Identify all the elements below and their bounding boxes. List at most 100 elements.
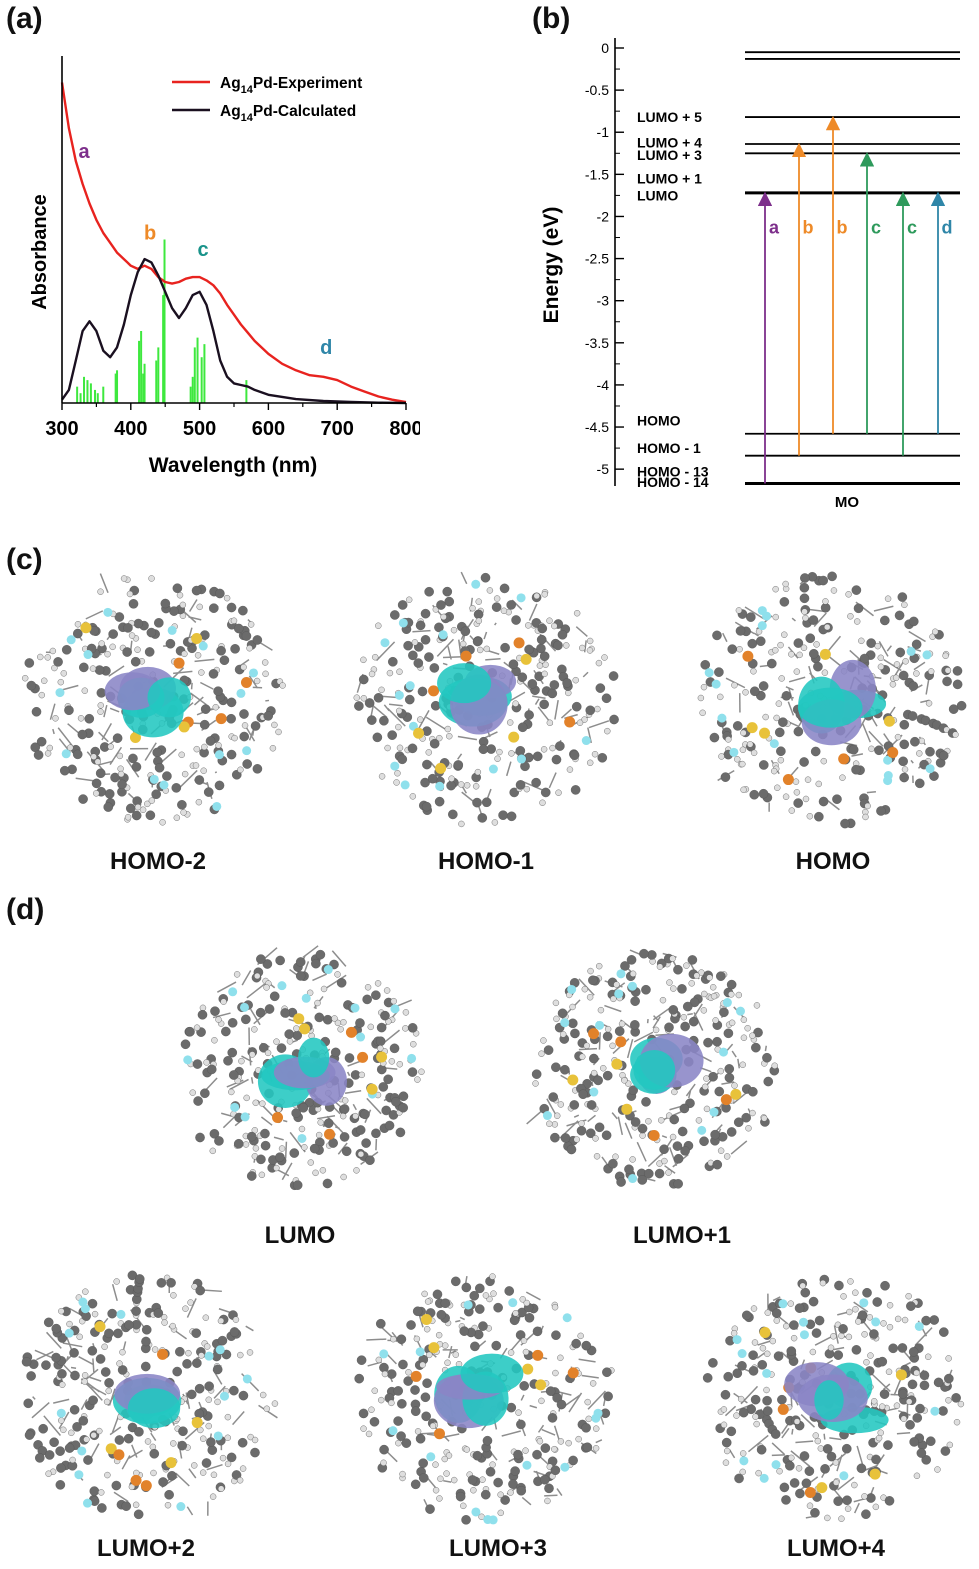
bond bbox=[387, 707, 406, 727]
phosphorus-atom bbox=[410, 1370, 422, 1382]
fluorine-atom bbox=[198, 641, 208, 651]
carbon-atom bbox=[914, 778, 925, 789]
carbon-atom bbox=[361, 1138, 371, 1148]
hydrogen-atom bbox=[246, 1349, 254, 1356]
level-label: LUMO + 5 bbox=[637, 109, 702, 125]
bond bbox=[771, 1442, 785, 1455]
fluorine-atom bbox=[388, 1426, 398, 1436]
hydrogen-atom bbox=[144, 1438, 152, 1445]
hydrogen-atom bbox=[249, 1051, 256, 1058]
carbon-atom bbox=[712, 630, 722, 641]
hydrogen-atom bbox=[519, 1296, 526, 1303]
phosphorus-atom bbox=[564, 716, 576, 728]
carbon-atom bbox=[757, 1359, 768, 1370]
bond bbox=[591, 1081, 594, 1087]
carbon-atom bbox=[748, 1086, 758, 1097]
carbon-atom bbox=[515, 780, 526, 790]
hydrogen-atom bbox=[827, 1344, 835, 1351]
hydrogen-atom bbox=[231, 734, 238, 742]
fluorine-atom bbox=[717, 713, 727, 723]
carbon-atom bbox=[123, 1433, 134, 1444]
carbon-atom bbox=[422, 1378, 432, 1388]
hydrogen-atom bbox=[830, 587, 838, 594]
carbon-atom bbox=[480, 572, 491, 583]
hydrogen-atom bbox=[507, 1349, 515, 1356]
transition-label: d bbox=[942, 217, 953, 237]
hydrogen-atom bbox=[744, 1025, 751, 1032]
transition-label: a bbox=[769, 217, 780, 237]
molecule-structure bbox=[180, 945, 425, 1191]
hydrogen-atom bbox=[251, 1026, 258, 1033]
carbon-atom bbox=[472, 797, 482, 808]
carbon-atom bbox=[820, 1464, 830, 1474]
carbon-atom bbox=[910, 736, 920, 747]
fluorine-atom bbox=[798, 1317, 808, 1327]
carbon-atom bbox=[669, 1114, 680, 1125]
carbon-atom bbox=[925, 746, 935, 757]
hydrogen-atom bbox=[717, 1147, 725, 1154]
bond bbox=[837, 1476, 855, 1491]
bond bbox=[833, 1325, 839, 1344]
hydrogen-atom bbox=[770, 767, 778, 775]
carbon-atom bbox=[883, 1440, 893, 1450]
bond bbox=[245, 1325, 254, 1332]
hydrogen-atom bbox=[181, 650, 188, 658]
bond bbox=[57, 727, 74, 747]
bond bbox=[334, 1126, 340, 1130]
fluorine-atom bbox=[737, 1349, 747, 1359]
hydrogen-atom bbox=[699, 709, 706, 717]
carbon-atom bbox=[952, 679, 963, 690]
hydrogen-atom bbox=[390, 997, 397, 1005]
hydrogen-atom bbox=[314, 999, 321, 1007]
carbon-atom bbox=[566, 1144, 577, 1155]
hydrogen-atom bbox=[753, 1420, 760, 1428]
hydrogen-atom bbox=[806, 1502, 814, 1509]
hydrogen-atom bbox=[863, 1359, 870, 1366]
carbon-atom bbox=[551, 754, 562, 765]
carbon-atom bbox=[578, 1089, 588, 1100]
carbon-atom bbox=[72, 628, 83, 639]
hydrogen-atom bbox=[414, 1076, 421, 1083]
carbon-atom bbox=[206, 1437, 216, 1447]
bond bbox=[813, 612, 827, 627]
carbon-atom bbox=[396, 1431, 406, 1441]
fluorine-atom bbox=[66, 635, 76, 645]
fluorine-atom bbox=[718, 1047, 728, 1057]
carbon-atom bbox=[719, 1007, 729, 1018]
y-tick-label: -2.5 bbox=[585, 251, 609, 267]
bond bbox=[92, 1358, 95, 1373]
carbon-atom bbox=[379, 715, 389, 726]
bond bbox=[823, 1433, 826, 1440]
carbon-atom bbox=[21, 1357, 32, 1367]
hydrogen-atom bbox=[97, 588, 104, 595]
hydrogen-atom bbox=[237, 1351, 244, 1359]
hydrogen-atom bbox=[148, 797, 156, 804]
fluorine-atom bbox=[906, 646, 916, 656]
bond bbox=[457, 753, 463, 760]
hydrogen-atom bbox=[230, 617, 238, 624]
bond bbox=[721, 1081, 735, 1085]
carbon-atom bbox=[560, 1064, 570, 1075]
carbon-atom bbox=[396, 1334, 407, 1345]
bond bbox=[730, 1140, 748, 1155]
hydrogen-atom bbox=[886, 1302, 894, 1309]
carbon-atom bbox=[897, 1343, 908, 1353]
phosphorus-atom bbox=[240, 677, 252, 689]
bond bbox=[61, 684, 79, 691]
hydrogen-atom bbox=[739, 1061, 746, 1068]
phosphorus-atom bbox=[272, 1112, 284, 1124]
bond bbox=[273, 1136, 284, 1141]
carbon-atom bbox=[397, 1398, 407, 1409]
carbon-atom bbox=[364, 698, 375, 708]
hydrogen-atom bbox=[566, 766, 574, 773]
carbon-atom bbox=[289, 1148, 300, 1158]
bond bbox=[624, 1122, 633, 1139]
fluorine-atom bbox=[77, 1446, 87, 1456]
hydrogen-atom bbox=[739, 1450, 747, 1457]
x-tick-label: 800 bbox=[389, 418, 420, 440]
hydrogen-atom bbox=[512, 1310, 519, 1317]
hydrogen-atom bbox=[317, 1119, 324, 1126]
hydrogen-atom bbox=[739, 1468, 746, 1476]
hydrogen-atom bbox=[178, 751, 185, 758]
bond bbox=[200, 681, 214, 690]
